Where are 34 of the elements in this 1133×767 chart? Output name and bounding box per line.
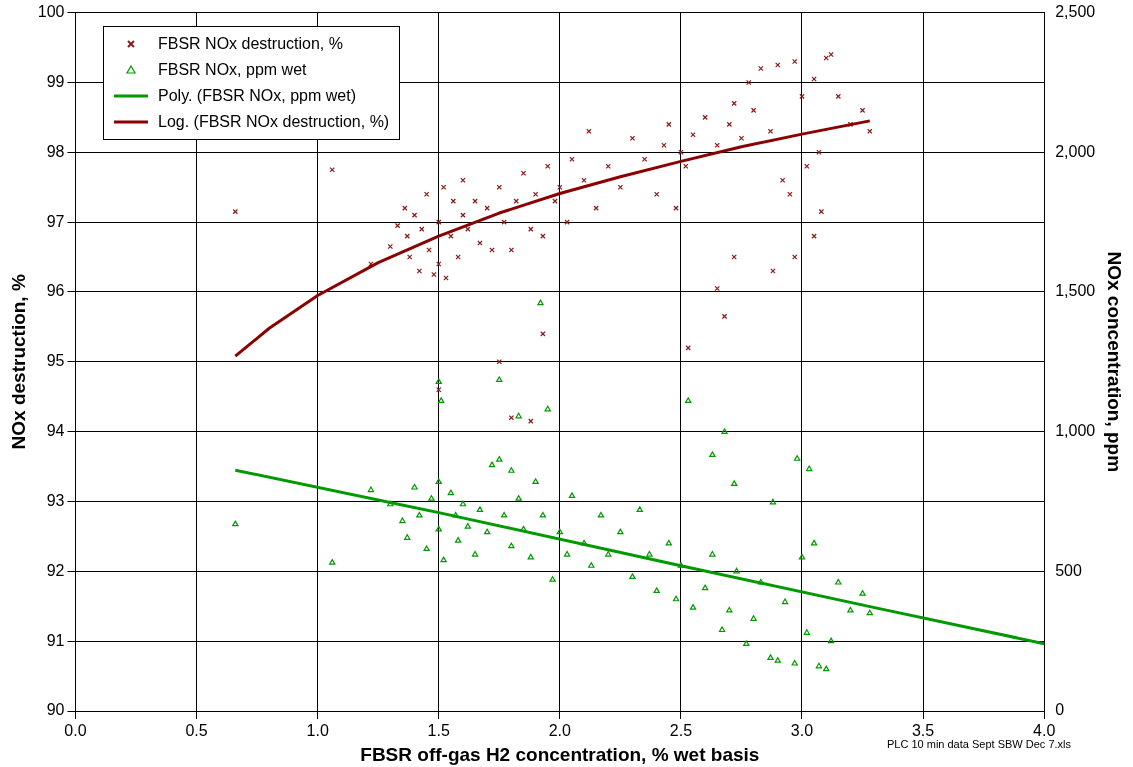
y-tick-label: 91: [46, 631, 65, 649]
x-tick-label: 1.0: [306, 722, 329, 740]
legend-label: FBSR NOx, ppm wet: [158, 61, 307, 79]
y2-tick-label: 2,500: [1055, 3, 1096, 21]
y2-tick-label: 500: [1055, 561, 1082, 579]
x-tick-label: 2.5: [669, 722, 693, 740]
y-tick-label: 93: [46, 491, 65, 509]
y-tick-label: 96: [46, 282, 65, 300]
x-tick-label: 1.5: [427, 722, 450, 740]
legend-label: Poly. (FBSR NOx, ppm wet): [158, 87, 356, 105]
text: PLC 10 min data Sept SBW Dec 7.xls: [886, 738, 1071, 750]
y2-tick-label: 0: [1055, 701, 1065, 719]
y-tick-label: 90: [46, 701, 65, 719]
x-tick-label: 4.0: [1033, 722, 1056, 740]
y-tick-label: 92: [46, 561, 65, 579]
y-tick-label: 99: [46, 72, 65, 90]
legend-label: FBSR NOx destruction, %: [158, 35, 343, 53]
x-tick-label: 3.5: [911, 722, 935, 740]
y2-tick-label: 2,000: [1055, 142, 1096, 160]
y-tick-label: 95: [46, 352, 65, 370]
x-tick-label: 0.5: [185, 722, 208, 740]
y-tick-label: 100: [37, 3, 65, 21]
y-axis-title: NOx destruction, %: [7, 274, 29, 450]
y-tick-label: 98: [46, 142, 65, 160]
y2-tick-label: 1,000: [1055, 422, 1096, 440]
x-tick-label: 3.0: [790, 722, 814, 740]
y-tick-label: 94: [46, 422, 65, 440]
legend-label: Log. (FBSR NOx destruction, %): [158, 113, 390, 131]
y2-axis-title: NOx concentration, ppm: [1104, 251, 1126, 473]
y-tick-label: 97: [46, 212, 65, 230]
x-tick-label: 0.0: [64, 722, 87, 740]
x-tick-label: 2.0: [548, 722, 572, 740]
x-axis-title: FBSR off-gas H2 concentration, % wet basis: [360, 743, 760, 765]
y2-tick-label: 1,500: [1055, 282, 1096, 300]
